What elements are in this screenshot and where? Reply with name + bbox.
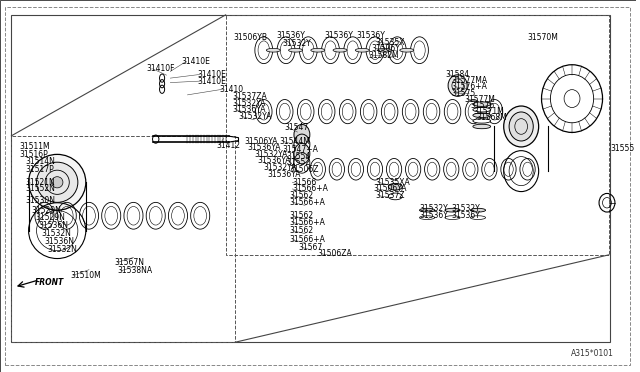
Text: 31536Y: 31536Y xyxy=(276,31,305,40)
Text: 31536YA: 31536YA xyxy=(257,156,291,165)
Ellipse shape xyxy=(333,48,347,52)
Text: 31552: 31552 xyxy=(286,158,310,167)
Text: 31410E: 31410E xyxy=(197,70,226,79)
Text: 31529N: 31529N xyxy=(35,213,65,222)
Text: 31506YA: 31506YA xyxy=(244,137,278,146)
Text: 31567: 31567 xyxy=(299,243,323,252)
Text: 31532Y: 31532Y xyxy=(283,39,312,48)
Text: 31536YA: 31536YA xyxy=(267,170,300,179)
Text: 31532Y: 31532Y xyxy=(419,204,448,213)
Text: FRONT: FRONT xyxy=(35,278,64,287)
Text: 31506YA: 31506YA xyxy=(374,185,407,193)
Text: 31582M: 31582M xyxy=(369,51,399,60)
Text: 31577MA: 31577MA xyxy=(451,76,488,85)
Text: 31410E: 31410E xyxy=(197,77,226,86)
Ellipse shape xyxy=(509,112,533,141)
Text: 31566+A: 31566+A xyxy=(289,235,325,244)
Text: 31511M: 31511M xyxy=(19,142,50,151)
Ellipse shape xyxy=(289,48,303,52)
Ellipse shape xyxy=(378,48,392,52)
Ellipse shape xyxy=(400,48,414,52)
Ellipse shape xyxy=(473,119,491,123)
Text: 31535X: 31535X xyxy=(375,38,404,46)
Text: 31577M: 31577M xyxy=(464,95,495,104)
Ellipse shape xyxy=(448,75,467,96)
Text: 31536YA: 31536YA xyxy=(248,143,282,152)
Text: 31567N: 31567N xyxy=(115,258,145,267)
Ellipse shape xyxy=(470,208,486,212)
Text: 31506ZA: 31506ZA xyxy=(318,249,353,258)
Text: 31537Z: 31537Z xyxy=(375,191,404,200)
Text: 31536YA: 31536YA xyxy=(232,105,266,114)
Ellipse shape xyxy=(266,48,280,52)
Text: 31555: 31555 xyxy=(610,144,634,153)
Text: 31532YA: 31532YA xyxy=(254,150,287,158)
Text: 31506Y: 31506Y xyxy=(372,44,401,53)
Ellipse shape xyxy=(473,102,491,106)
Text: 31576+A: 31576+A xyxy=(451,82,487,91)
Text: 31410F: 31410F xyxy=(146,64,175,73)
Ellipse shape xyxy=(29,154,86,210)
Text: 31530N: 31530N xyxy=(26,196,56,205)
Text: 31566+A: 31566+A xyxy=(289,198,325,207)
Text: 31532YA: 31532YA xyxy=(238,112,272,121)
Text: 31547+A: 31547+A xyxy=(283,145,319,154)
Text: 31576: 31576 xyxy=(470,101,495,110)
Text: 31536N: 31536N xyxy=(38,221,68,230)
Text: 31410: 31410 xyxy=(220,85,243,94)
Text: 31536Y: 31536Y xyxy=(356,31,385,40)
Text: 31568M: 31568M xyxy=(477,113,508,122)
Text: 31514N: 31514N xyxy=(26,157,55,166)
Text: 31538NA: 31538NA xyxy=(118,266,153,275)
Ellipse shape xyxy=(294,125,310,145)
Text: A315*0101: A315*0101 xyxy=(570,349,613,358)
Text: 31566+A: 31566+A xyxy=(289,218,325,227)
Text: 31536Y: 31536Y xyxy=(451,211,480,220)
Ellipse shape xyxy=(445,208,460,212)
Text: 31571M: 31571M xyxy=(474,107,504,116)
Text: 31506Z: 31506Z xyxy=(289,165,319,174)
Text: 31554: 31554 xyxy=(286,152,310,161)
Text: 31410E: 31410E xyxy=(181,57,210,66)
Text: 31536Y: 31536Y xyxy=(324,31,353,40)
Text: 31506YB: 31506YB xyxy=(234,33,268,42)
Text: 31584: 31584 xyxy=(445,70,469,79)
Text: 31537ZA: 31537ZA xyxy=(232,92,267,101)
Text: 31521N: 31521N xyxy=(26,178,55,187)
Text: 31412: 31412 xyxy=(216,141,240,150)
Text: 31535XA: 31535XA xyxy=(375,178,410,187)
Ellipse shape xyxy=(36,162,78,202)
Text: 31562: 31562 xyxy=(289,211,314,220)
Ellipse shape xyxy=(388,183,403,190)
Ellipse shape xyxy=(355,48,369,52)
Text: 31532N: 31532N xyxy=(42,229,71,238)
Text: 31529N: 31529N xyxy=(32,206,61,215)
Text: 31547: 31547 xyxy=(285,123,309,132)
Ellipse shape xyxy=(419,208,435,212)
Text: 31516P: 31516P xyxy=(19,150,48,159)
Ellipse shape xyxy=(473,113,491,118)
Text: 31570M: 31570M xyxy=(527,33,559,42)
Ellipse shape xyxy=(504,106,539,147)
Text: 31552N: 31552N xyxy=(26,185,55,193)
Text: 31544M: 31544M xyxy=(280,137,310,146)
Text: 31536N: 31536N xyxy=(45,237,74,246)
Text: 31532Y: 31532Y xyxy=(451,204,480,213)
Text: 31562: 31562 xyxy=(289,226,314,235)
Text: 31575: 31575 xyxy=(451,89,476,97)
Ellipse shape xyxy=(311,48,324,52)
Text: 31562: 31562 xyxy=(289,191,314,200)
Ellipse shape xyxy=(473,108,491,112)
Text: 31566: 31566 xyxy=(292,178,317,187)
Text: 31532YA: 31532YA xyxy=(264,163,297,172)
Text: 31510M: 31510M xyxy=(70,271,100,280)
Text: 31532N: 31532N xyxy=(47,246,77,254)
Ellipse shape xyxy=(294,144,310,164)
Text: 31517P: 31517P xyxy=(26,165,54,174)
Ellipse shape xyxy=(51,177,63,188)
Text: 31536Y: 31536Y xyxy=(419,211,449,220)
Ellipse shape xyxy=(473,124,491,129)
Text: 31566+A: 31566+A xyxy=(292,185,328,193)
Text: 31532YA: 31532YA xyxy=(232,99,266,108)
